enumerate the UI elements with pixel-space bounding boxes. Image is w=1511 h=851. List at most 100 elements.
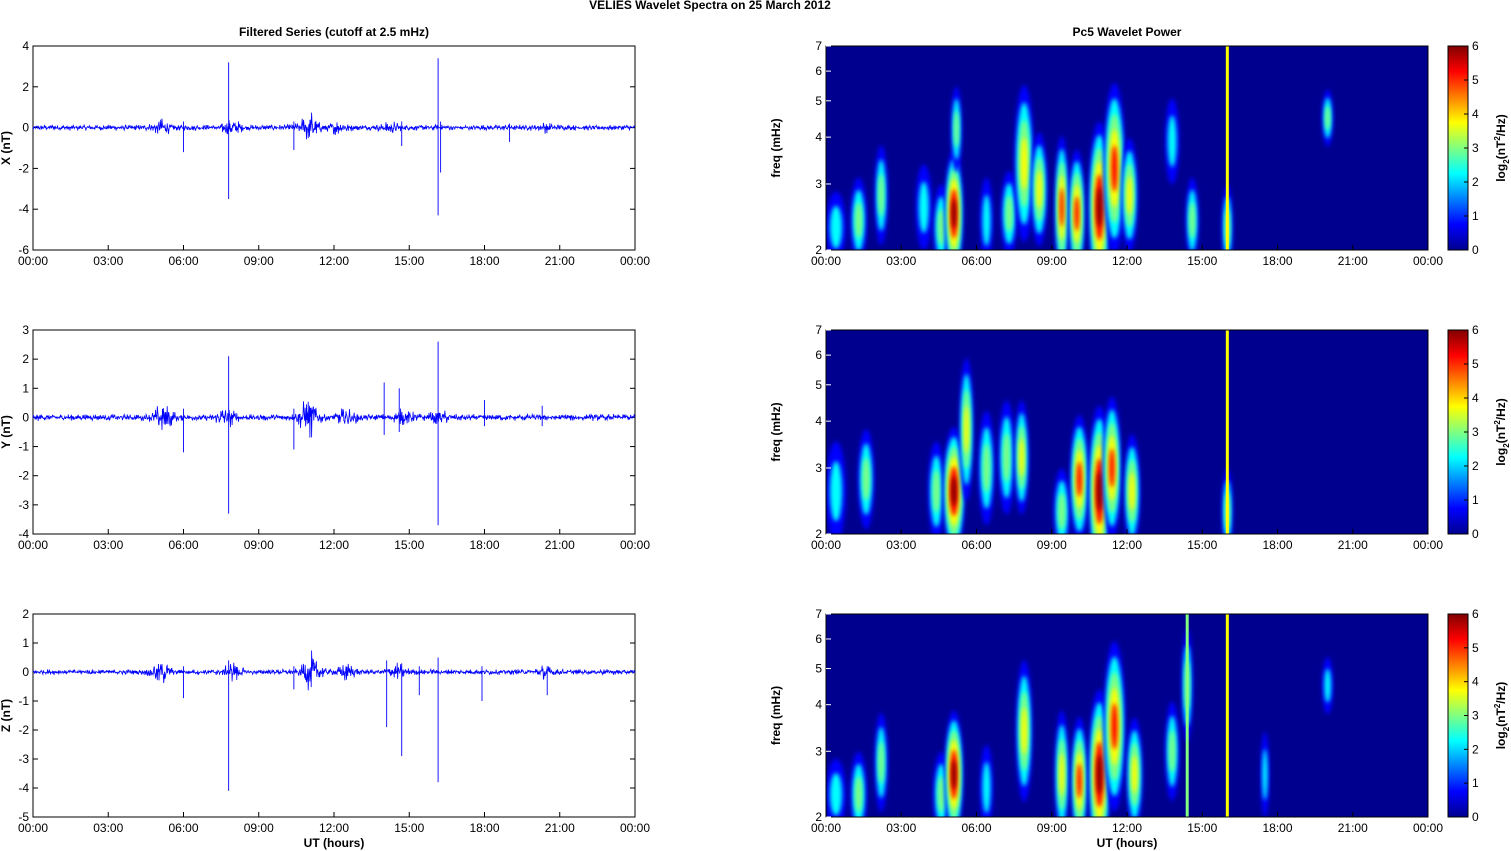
x-series-ytick: -4 xyxy=(18,202,29,216)
z-series-xtick: 12:00 xyxy=(319,821,349,835)
colorbar-tick: 2 xyxy=(1472,175,1479,189)
z-series-ytick: 0 xyxy=(22,665,29,679)
y-series-xtick: 21:00 xyxy=(545,538,575,552)
y-series-ytick: 2 xyxy=(22,352,29,366)
y-wavelet-ytick: 7 xyxy=(815,323,822,337)
x-series-xtick: 00:00 xyxy=(18,254,48,268)
z-wavelet-ytick: 5 xyxy=(815,662,822,676)
x-wavelet-power-blob xyxy=(1164,98,1180,185)
x-wavelet-power-blob xyxy=(979,177,994,250)
x-series-xtick: 09:00 xyxy=(244,254,274,268)
y-series-axes xyxy=(32,329,636,535)
colorbar-tick: 5 xyxy=(1472,357,1479,371)
y-wavelet-power-blob xyxy=(1014,400,1029,515)
x-wavelet-xtick: 00:00 xyxy=(1413,254,1443,268)
x-wavelet-power-blob xyxy=(1068,149,1086,250)
y-wavelet-ytick: 5 xyxy=(815,378,822,392)
y-wavelet-power-blob xyxy=(1069,414,1089,534)
z-wavelet-power-blob xyxy=(944,710,964,817)
z-series-ytick: -3 xyxy=(18,752,29,766)
x-series-xtick: 03:00 xyxy=(93,254,123,268)
y-wavelet-power-blob xyxy=(1102,396,1122,534)
z-wavelet-ylabel: freq (mHz) xyxy=(769,686,783,745)
y-wavelet-xtick: 03:00 xyxy=(886,538,916,552)
z-wavelet-power-blob xyxy=(979,744,994,817)
z-wavelet-ytick: 4 xyxy=(815,698,822,712)
x-wavelet-ytick: 5 xyxy=(815,94,822,108)
z-wavelet-power-blob xyxy=(850,751,867,817)
z-series-axes xyxy=(32,613,636,818)
colorbar-label: log2(nT2/Hz) xyxy=(1493,682,1511,750)
x-series-line xyxy=(32,112,636,140)
right-title: Pc5 Wavelet Power xyxy=(1073,25,1182,39)
x-wavelet-ytick: 2 xyxy=(815,243,822,257)
x-wavelet-power-blob xyxy=(950,86,962,173)
y-wavelet-power-blob xyxy=(928,441,945,534)
y-series-xtick: 15:00 xyxy=(394,538,424,552)
z-series-plot: 210-1-2-3-4-500:00 03:00 06:00 09:00 12:00 15… xyxy=(0,607,650,850)
y-wavelet-ylabel: freq (mHz) xyxy=(769,402,783,461)
colorbar-label: log2(nT2/Hz) xyxy=(1493,114,1511,182)
x-wavelet-colorbar: 0 1 2 3 4 5 6 log2(nT2/Hz) xyxy=(1447,39,1511,257)
y-series-xtick: 12:00 xyxy=(319,538,349,552)
y-wavelet-xtick: 00:00 xyxy=(811,538,841,552)
z-wavelet-power-blob xyxy=(874,712,888,813)
x-wavelet-xtick: 15:00 xyxy=(1187,254,1217,268)
z-wavelet-power-blob xyxy=(1260,731,1270,817)
z-series-xtick: 06:00 xyxy=(168,821,198,835)
z-series-xtick: 09:00 xyxy=(244,821,274,835)
z-series-line xyxy=(32,650,636,691)
x-wavelet-ytick: 6 xyxy=(815,64,822,78)
x-series-ytick: -6 xyxy=(18,243,29,257)
colorbar-tick: 4 xyxy=(1472,107,1479,121)
x-series-xtick: 15:00 xyxy=(394,254,424,268)
x-wavelet-power-blob xyxy=(1000,170,1018,250)
x-series-xtick: 21:00 xyxy=(545,254,575,268)
x-series-ytick: -2 xyxy=(18,161,29,175)
colorbar-tick: 0 xyxy=(1472,243,1479,257)
y-wavelet-power-blob xyxy=(942,427,965,534)
z-wavelet-xtick: 15:00 xyxy=(1187,821,1217,835)
x-series-xtick: 12:00 xyxy=(319,254,349,268)
z-series-ytick: 2 xyxy=(22,607,29,621)
y-wavelet-ytick: 3 xyxy=(815,461,822,475)
y-wavelet-xtick: 09:00 xyxy=(1037,538,1067,552)
x-wavelet-power-blob xyxy=(1030,132,1048,247)
x-wavelet-xtick: 00:00 xyxy=(811,254,841,268)
y-wavelet-xtick: 18:00 xyxy=(1262,538,1292,552)
x-wavelet-power-blob xyxy=(850,177,867,250)
y-series-ytick: -4 xyxy=(18,527,29,541)
z-wavelet-ytick: 6 xyxy=(815,632,822,646)
x-series-plot: 420-2-4-600:00 03:00 06:00 09:00 12:00 15:00 1… xyxy=(0,25,650,268)
z-wavelet-power-blob xyxy=(826,758,846,817)
z-wavelet-xtick: 00:00 xyxy=(811,821,841,835)
x-wavelet-power-blob xyxy=(1121,138,1138,250)
x-series-axes xyxy=(32,45,636,251)
x-wavelet-power-blob xyxy=(944,149,964,250)
colorbar-tick: 2 xyxy=(1472,742,1479,756)
y-series-ytick: -3 xyxy=(18,498,29,512)
z-series-xtick: 18:00 xyxy=(469,821,499,835)
z-wavelet-power-blob xyxy=(1164,701,1180,802)
y-wavelet-xtick: 21:00 xyxy=(1338,538,1368,552)
z-series-xtick: 15:00 xyxy=(394,821,424,835)
x-series-xtick: 18:00 xyxy=(469,254,499,268)
x-series-ytick: 2 xyxy=(22,80,29,94)
z-wavelet-power-blob xyxy=(1126,717,1143,817)
x-series-ytick: 4 xyxy=(22,39,29,53)
colorbar-tick: 6 xyxy=(1472,323,1479,337)
x-wavelet-power-blob xyxy=(1054,135,1069,250)
y-wavelet-xtick: 12:00 xyxy=(1112,538,1142,552)
colorbar-tick: 5 xyxy=(1472,641,1479,655)
z-wavelet-colorbar: 0 1 2 3 4 5 6 log2(nT2/Hz) xyxy=(1447,607,1511,824)
x-wavelet-xtick: 18:00 xyxy=(1262,254,1292,268)
y-series-xtick: 03:00 xyxy=(93,538,123,552)
y-series-ytick: 0 xyxy=(22,410,29,424)
z-series-ytick: 1 xyxy=(22,636,29,650)
colorbar-tick: 3 xyxy=(1472,709,1479,723)
y-series-ylabel: Y (nT) xyxy=(0,415,13,449)
z-series-ylabel: Z (nT) xyxy=(0,699,13,732)
y-series-ytick: 3 xyxy=(22,323,29,337)
